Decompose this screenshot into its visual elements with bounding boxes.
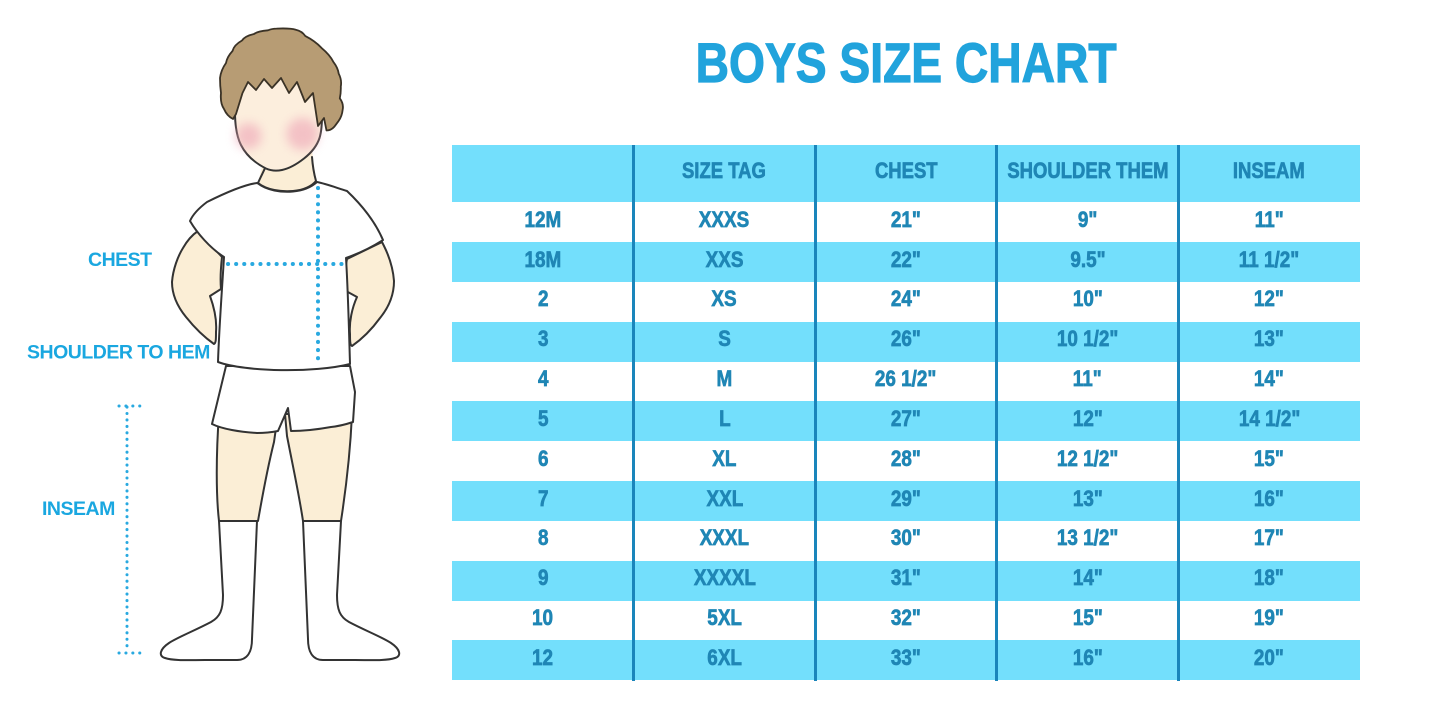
svg-text:CHEST: CHEST bbox=[88, 249, 152, 271]
svg-text:INSEAM: INSEAM bbox=[42, 498, 115, 520]
svg-text:SHOULDER TO HEM: SHOULDER TO HEM bbox=[27, 342, 210, 364]
